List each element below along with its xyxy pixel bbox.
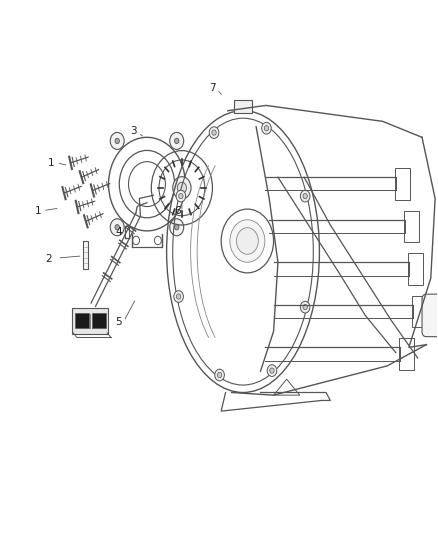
Bar (75, 313, 89, 328)
Circle shape (300, 301, 310, 313)
Text: 6: 6 (174, 206, 181, 216)
Circle shape (177, 294, 181, 299)
Text: 2: 2 (46, 254, 52, 263)
Text: 1: 1 (48, 158, 54, 168)
Circle shape (303, 304, 307, 310)
Circle shape (303, 193, 307, 199)
Circle shape (300, 190, 310, 202)
Circle shape (212, 130, 216, 135)
Circle shape (176, 190, 186, 202)
Circle shape (237, 228, 258, 254)
Circle shape (170, 132, 184, 149)
Circle shape (115, 224, 120, 230)
Circle shape (261, 123, 271, 134)
Bar (92, 313, 106, 328)
Circle shape (170, 219, 184, 236)
Circle shape (209, 127, 219, 139)
Circle shape (174, 224, 179, 230)
Circle shape (264, 126, 268, 131)
Text: 1: 1 (35, 206, 41, 216)
Circle shape (174, 290, 184, 302)
Circle shape (215, 369, 224, 381)
Text: 7: 7 (209, 83, 216, 93)
Circle shape (115, 138, 120, 143)
Circle shape (110, 132, 124, 149)
Circle shape (173, 176, 191, 199)
FancyBboxPatch shape (422, 294, 438, 337)
Bar (83, 241, 88, 269)
Circle shape (174, 138, 179, 143)
Circle shape (270, 368, 274, 373)
Circle shape (217, 373, 222, 378)
Circle shape (179, 193, 183, 199)
Circle shape (110, 219, 124, 236)
Text: 3: 3 (131, 126, 137, 136)
Circle shape (267, 365, 277, 376)
Circle shape (177, 182, 187, 193)
Bar (234, 100, 252, 114)
Text: 5: 5 (115, 317, 122, 327)
FancyBboxPatch shape (72, 309, 108, 334)
Circle shape (230, 220, 265, 262)
Text: 4: 4 (115, 227, 122, 237)
